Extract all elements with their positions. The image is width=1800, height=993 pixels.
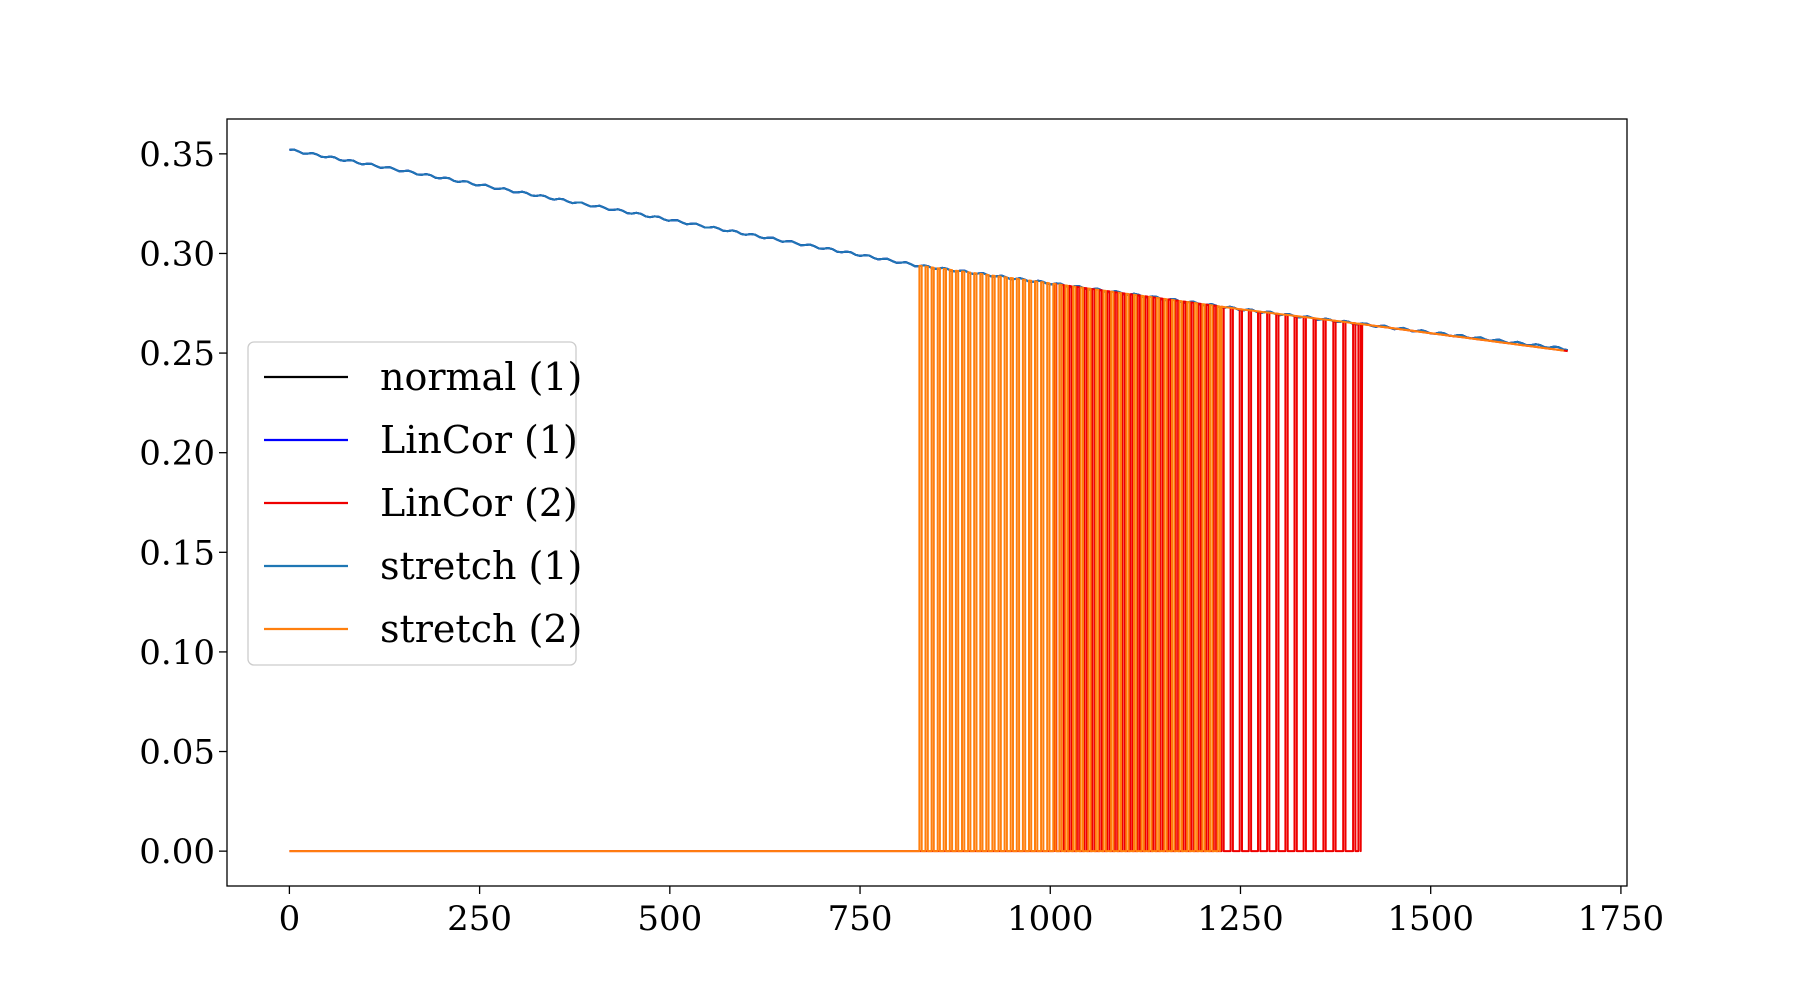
y-tick-label: 0.25 bbox=[139, 334, 215, 374]
y-axis: 0.00 0.05 0.10 0.15 0.20 0.25 0.30 0.35 bbox=[139, 135, 227, 872]
x-tick-label: 0 bbox=[279, 899, 301, 939]
legend-label: LinCor (2) bbox=[380, 481, 578, 525]
x-tick-label: 500 bbox=[637, 899, 702, 939]
legend-box bbox=[247, 341, 577, 666]
series-line bbox=[289, 264, 1564, 853]
x-tick-label: 1250 bbox=[1197, 899, 1284, 939]
legend-label: LinCor (1) bbox=[380, 418, 578, 462]
series-layer bbox=[289, 148, 1568, 853]
y-tick-label: 0.10 bbox=[139, 633, 215, 673]
x-tick-label: 1000 bbox=[1007, 899, 1094, 939]
x-axis: 0 250 500 750 1000 1250 1500 1750 bbox=[279, 886, 1665, 939]
legend: normal (1) LinCor (1) LinCor (2) stretch (1… bbox=[247, 341, 582, 666]
y-tick-label: 0.35 bbox=[139, 135, 215, 175]
y-tick-label: 0.00 bbox=[139, 832, 215, 872]
x-tick-label: 1500 bbox=[1387, 899, 1474, 939]
legend-label: normal (1) bbox=[380, 355, 582, 399]
legend-label: stretch (1) bbox=[380, 544, 582, 588]
plot-frame bbox=[226, 118, 1628, 887]
x-tick-label: 1750 bbox=[1578, 899, 1665, 939]
x-tick-label: 750 bbox=[828, 899, 893, 939]
y-tick-label: 0.05 bbox=[139, 733, 215, 773]
x-tick-label: 250 bbox=[447, 899, 512, 939]
legend-label: stretch (2) bbox=[380, 607, 582, 651]
legend-items: normal (1) LinCor (1) LinCor (2) stretch (1… bbox=[264, 355, 582, 651]
y-tick-label: 0.20 bbox=[139, 434, 215, 474]
y-tick-label: 0.30 bbox=[139, 234, 215, 274]
y-tick-label: 0.15 bbox=[139, 533, 215, 573]
